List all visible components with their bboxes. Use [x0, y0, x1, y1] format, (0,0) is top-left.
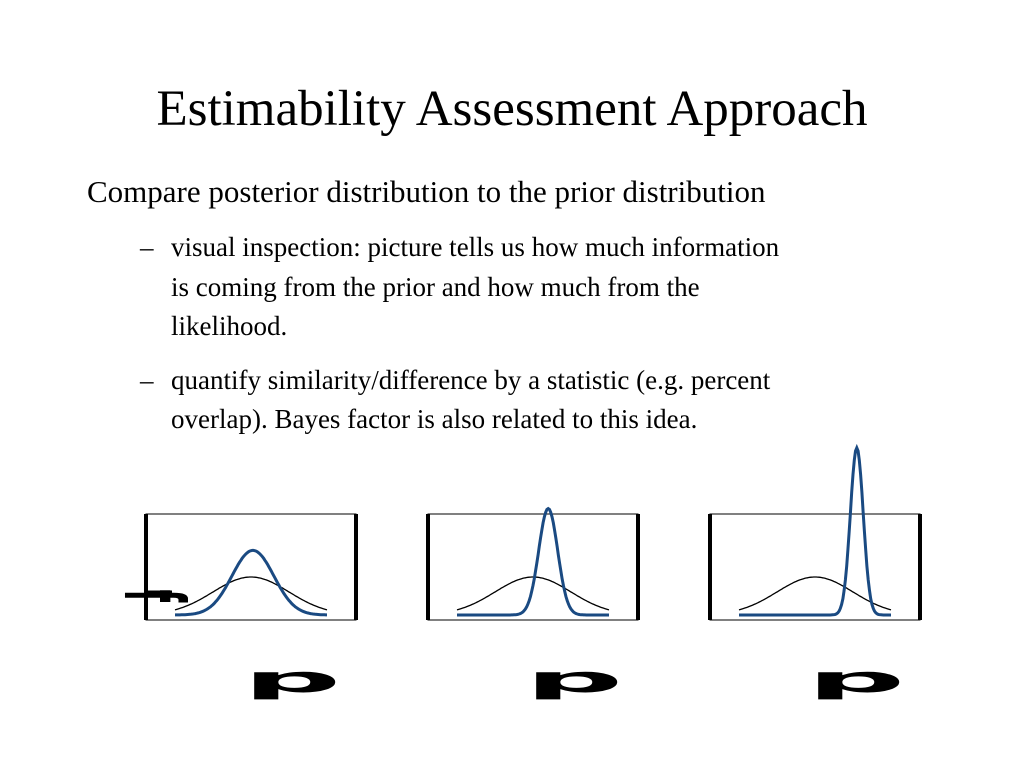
- slide-title: Estimability Assessment Approach: [156, 81, 868, 137]
- x-axis-label: p: [807, 658, 906, 700]
- x-axis-label: p: [525, 658, 624, 700]
- x-axis-label: p: [243, 658, 342, 700]
- plot-frame: [427, 513, 639, 621]
- sub-bullet-line: quantify similarity/difference by a stat…: [171, 364, 771, 395]
- sub-bullet-line: likelihood.: [171, 311, 288, 341]
- posterior-curve: [457, 506, 609, 617]
- dash-bullet: –: [140, 232, 154, 262]
- prior-curve: [174, 576, 328, 611]
- plot-frame: [709, 513, 921, 621]
- posterior-curve: [175, 548, 327, 617]
- sub-bullet-quantify: – quantify similarity/difference by a st…: [140, 361, 960, 440]
- sub-bullet-line: is coming from the prior and how much fr…: [171, 271, 700, 302]
- prior-curve: [738, 576, 892, 611]
- sub-bullet-line: visual inspection: picture tells us how …: [171, 232, 780, 262]
- sub-bullet-line: overlap). Bayes factor is also related t…: [171, 404, 698, 434]
- sub-bullet-visual-inspection: – visual inspection: picture tells us ho…: [140, 228, 960, 347]
- prior-curve: [456, 576, 610, 611]
- y-axis-label: f: [105, 590, 203, 603]
- plot-frame: [145, 513, 357, 621]
- main-bullet: Compare posterior distribution to the pr…: [87, 174, 766, 209]
- posterior-curve: [739, 443, 891, 617]
- sub-bullet-list: – visual inspection: picture tells us ho…: [140, 228, 960, 454]
- dash-bullet: –: [140, 364, 154, 395]
